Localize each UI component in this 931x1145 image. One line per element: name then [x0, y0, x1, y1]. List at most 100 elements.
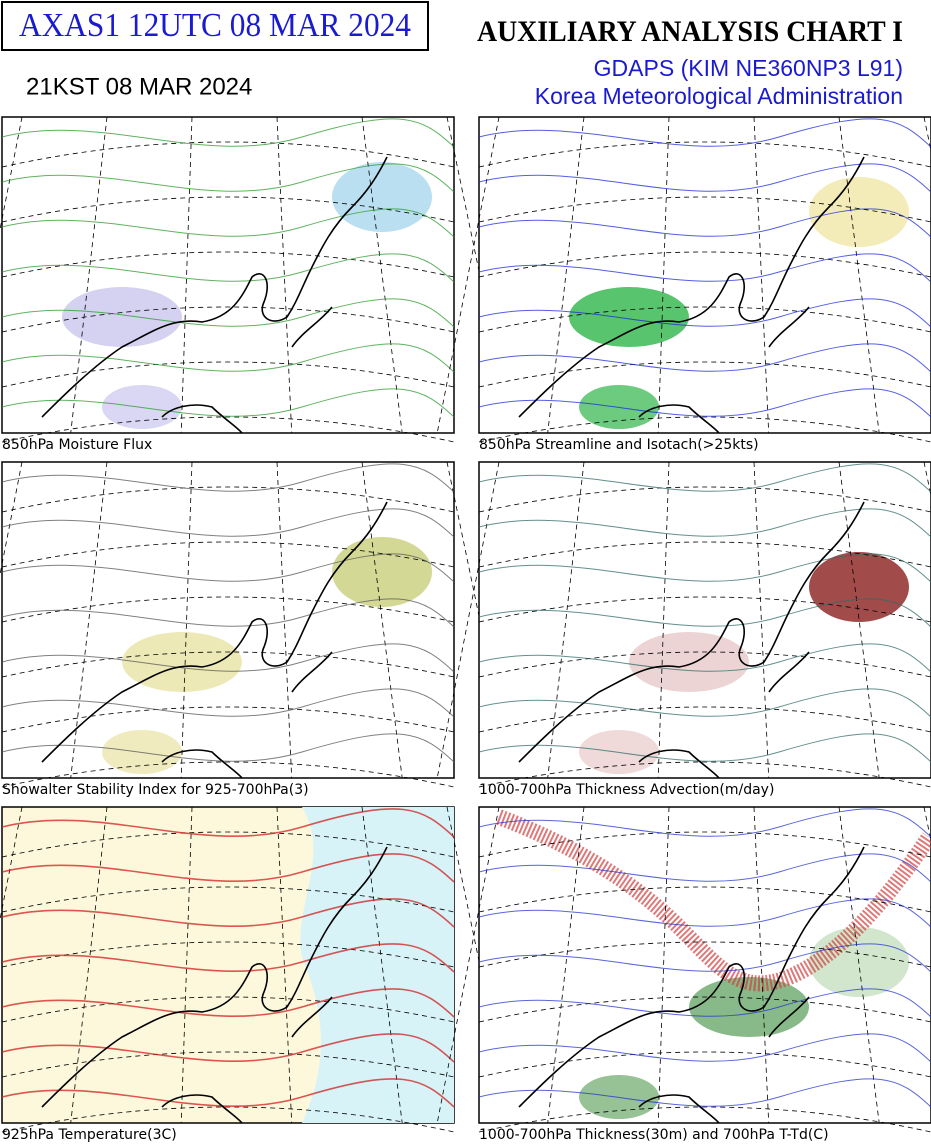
contour: [1, 853, 455, 883]
contour: [1, 688, 455, 718]
longitude-line: [361, 461, 403, 779]
contour: [1, 208, 455, 238]
latitude-line: [478, 706, 931, 733]
contour: [478, 598, 931, 628]
latitude-line: [1, 706, 455, 733]
latitude-line: [478, 486, 931, 513]
moist-band: [496, 809, 931, 992]
contour: [478, 163, 931, 193]
contour: [478, 688, 931, 718]
longitude-line: [180, 806, 193, 1124]
contour: [1, 988, 455, 1018]
longitude-line: [70, 806, 108, 1124]
longitude-line: [838, 461, 880, 779]
latitude-line: [1, 486, 455, 513]
contour: [478, 988, 931, 1018]
latitude-line: [1, 996, 455, 1023]
map-panel: [0, 116, 514, 443]
field-area: [332, 537, 432, 607]
latitude-line: [478, 251, 931, 278]
map-panel: [0, 461, 514, 788]
field-area: [809, 177, 909, 247]
field-area: [809, 552, 909, 622]
agency: Korea Meteorological Administration: [535, 83, 903, 109]
field-area: [629, 632, 749, 692]
contour: [478, 388, 931, 418]
contour: [478, 1033, 931, 1063]
product-code: AXAS1 12UTC 08 MAR 2024: [19, 7, 411, 44]
model-name: GDAPS (KIM NE360NP3 L91): [594, 55, 903, 81]
latitude-line: [478, 761, 931, 788]
coastline: [41, 501, 388, 779]
latitude-line: [1, 886, 455, 913]
longitude-line: [838, 806, 880, 1124]
map-background: [478, 116, 931, 434]
longitude-line: [657, 461, 670, 779]
latitude-line: [478, 596, 931, 623]
panel-caption: 850hPa Moisture Flux: [2, 437, 152, 453]
latitude-line: [478, 141, 931, 168]
contour: [478, 343, 931, 373]
contour: [478, 1078, 931, 1108]
contour: [1, 1078, 455, 1108]
latitude-line: [1, 596, 455, 623]
latitude-line: [1, 416, 455, 443]
latitude-line: [1, 141, 455, 168]
local-time: 21KST 08 MAR 2024: [26, 73, 252, 100]
contour: [1, 598, 455, 628]
panel-caption: Showalter Stability Index for 925-700hPa…: [2, 782, 309, 798]
latitude-line: [1, 1106, 455, 1133]
code-box: [1, 1, 429, 51]
contour: [1, 163, 455, 193]
coastline: [518, 156, 865, 434]
panel-caption: 850hPa Streamline and Isotach(>25kts): [479, 437, 759, 453]
map-panel: [436, 116, 931, 443]
contour: [478, 853, 931, 883]
map-panel: [436, 461, 931, 788]
latitude-line: [478, 831, 931, 858]
coastline: [41, 846, 388, 1124]
latitude-line: [478, 416, 931, 443]
contour: [478, 643, 931, 673]
contour: [1, 388, 455, 418]
longitude-line: [70, 461, 108, 779]
latitude-line: [478, 886, 931, 913]
chart-title: AUXILIARY ANALYSIS CHART I: [477, 15, 903, 48]
contour: [478, 733, 931, 763]
contour: [478, 943, 931, 973]
latitude-line: [1, 306, 455, 333]
longitude-line: [180, 461, 193, 779]
longitude-line: [361, 806, 403, 1124]
latitude-line: [1, 761, 455, 788]
contour: [1, 118, 455, 148]
coastline: [41, 156, 388, 434]
map-panel: [436, 806, 931, 1133]
contour: [1, 508, 455, 538]
contour: [478, 463, 931, 493]
contour: [1, 253, 455, 283]
latitude-line: [478, 361, 931, 388]
contour: [1, 553, 455, 583]
latitude-line: [478, 1051, 931, 1078]
panel-caption: 1000-700hPa Thickness(30m) and 700hPa T-…: [479, 1127, 829, 1143]
contour: [478, 553, 931, 583]
map-panel: [0, 806, 514, 1133]
longitude-line: [547, 461, 585, 779]
latitude-line: [1, 541, 455, 568]
contour: [1, 898, 455, 928]
longitude-line: [180, 116, 193, 434]
contour: [478, 508, 931, 538]
longitude-line: [657, 116, 670, 434]
panel-caption: 925hPa Temperature(3C): [2, 1127, 177, 1143]
latitude-line: [478, 306, 931, 333]
latitude-line: [1, 196, 455, 223]
longitude-line: [547, 116, 585, 434]
longitude-line: [753, 806, 770, 1124]
contour: [1, 733, 455, 763]
contour: [478, 208, 931, 238]
contour: [1, 343, 455, 373]
longitude-line: [276, 461, 293, 779]
latitude-line: [1, 251, 455, 278]
latitude-line: [1, 361, 455, 388]
